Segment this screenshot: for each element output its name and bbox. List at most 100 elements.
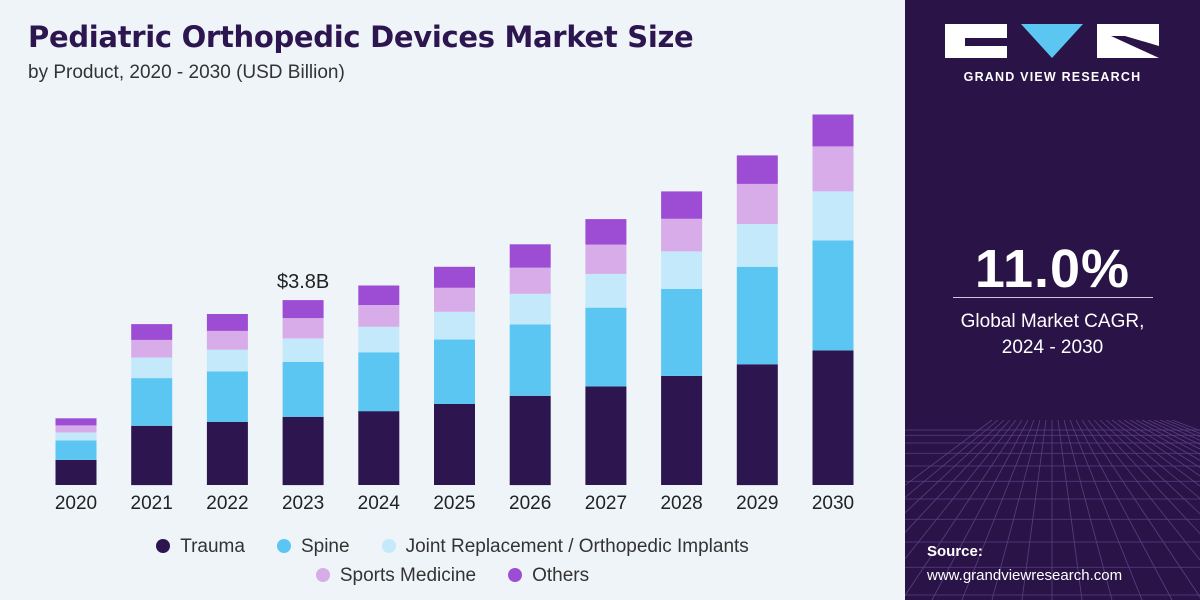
grid-line (1123, 420, 1200, 468)
bar-segment-2022-1 (206, 371, 248, 422)
cagr-label-line1: Global Market CAGR, (960, 311, 1145, 332)
sidebar-panel: GRAND VIEW RESEARCH 11.0% Global Market … (905, 0, 1200, 600)
bar-segment-2026-1 (509, 324, 551, 396)
grid-line (1093, 420, 1200, 535)
cagr-label: Global Market CAGR, 2024 - 2030 (905, 309, 1200, 361)
grid-line (905, 420, 1023, 597)
grid-line (1081, 420, 1200, 598)
x-tick-label: 2027 (585, 493, 627, 514)
x-tick-label: 2022 (206, 493, 248, 514)
grid-line (905, 420, 993, 486)
bar-segment-2022-3 (206, 330, 248, 350)
bar-segment-2021-4 (131, 324, 173, 340)
grid-line (1021, 420, 1047, 600)
bar-segment-2023-2 (282, 338, 324, 362)
bar-segment-2025-1 (434, 339, 475, 404)
bar-segment-2024-3 (358, 305, 400, 327)
cagr-label-line2: 2024 - 2030 (1001, 337, 1104, 358)
legend-label: Others (532, 565, 590, 586)
brand-name: GRAND VIEW RESEARCH (963, 70, 1142, 84)
x-tick-label: 2023 (282, 493, 324, 514)
legend-item: Joint Replacement / Orthopedic Implants (381, 536, 749, 558)
grid-line (905, 420, 1011, 534)
x-tick-label: 2021 (131, 493, 173, 514)
bar-segment-2029-0 (736, 364, 778, 486)
grid-line (1147, 420, 1200, 445)
bar-segment-2022-2 (206, 349, 248, 372)
legend-label: Sports Medicine (339, 565, 477, 586)
bar-segment-2023-4 (282, 300, 324, 319)
bar-segment-2025-2 (434, 311, 475, 340)
bar-segment-2024-4 (358, 285, 400, 305)
bar-segment-2029-3 (736, 183, 778, 224)
legend-label: Joint Replacement / Orthopedic Implants (405, 536, 749, 557)
legend-row: Trauma Spine Joint Replacement / Orthopedi… (0, 536, 905, 565)
grid-line (1069, 420, 1143, 600)
bar-segment-2025-0 (434, 404, 475, 485)
grid-line (931, 420, 1029, 600)
bar-segment-2030-4 (812, 114, 854, 147)
bar-segment-2024-1 (358, 352, 400, 412)
divider (953, 297, 1153, 298)
legend-item: Sports Medicine (315, 565, 477, 587)
bar-segment-2028-4 (661, 191, 703, 219)
grid-decoration (905, 420, 1200, 600)
x-tick-label: 2020 (55, 493, 97, 514)
bar-segment-2022-4 (206, 314, 248, 331)
bar-segment-2030-0 (812, 350, 854, 485)
legend-swatch (315, 568, 330, 582)
bar-segment-2024-2 (358, 326, 400, 353)
bar-segment-2029-1 (736, 266, 778, 365)
stacked-bar-chart: 2020 2021 2022 $3.8B 2023 2024 2025 2026 2027 202… (55, 114, 854, 514)
bar-segment-2027-3 (585, 244, 627, 274)
legend-item: Spine (276, 536, 350, 558)
bar-segment-2026-2 (509, 293, 551, 325)
bar-segment-2027-4 (585, 219, 627, 245)
grid-line (1141, 420, 1200, 450)
legend-item: Trauma (156, 536, 245, 558)
bar-segment-2030-2 (812, 191, 854, 241)
gvr-logo-icon (945, 24, 1159, 58)
data-label: $3.8B (277, 271, 329, 293)
grid-line (991, 420, 1041, 600)
bar-segment-2030-3 (812, 146, 854, 192)
legend-swatch (156, 539, 171, 553)
x-tick-label: 2029 (736, 493, 778, 514)
grid-line (1117, 420, 1200, 477)
legend-swatch (381, 539, 396, 553)
x-tick-label: 2030 (812, 493, 854, 514)
bar-segment-2020-2 (55, 432, 97, 441)
bar-segment-2021-0 (131, 425, 173, 486)
bar-segment-2025-4 (434, 266, 475, 288)
grid-line (1099, 420, 1200, 515)
bar-segment-2023-3 (282, 318, 324, 339)
source-url[interactable]: www.grandviewresearch.com (927, 567, 1123, 584)
grid-line (1075, 420, 1173, 600)
grid-line (905, 420, 1005, 514)
bar-segment-2021-2 (131, 357, 173, 379)
bar-segment-2026-4 (509, 244, 551, 268)
bar-segment-2027-1 (585, 307, 627, 387)
legend-item: Others (508, 565, 589, 587)
chart-panel: Pediatric Orthopedic Devices Market Size… (0, 20, 905, 594)
bar-segment-2027-0 (585, 386, 627, 485)
grid-line (1057, 420, 1083, 600)
bar-segment-2030-1 (812, 240, 854, 351)
legend-swatch (508, 568, 523, 582)
bar-segment-2029-4 (736, 155, 778, 184)
chart-legend: Trauma Spine Joint Replacement / Orthopedi… (0, 536, 905, 594)
bar-segment-2020-0 (55, 459, 97, 485)
grid-line (1063, 420, 1113, 600)
bar-segment-2024-0 (358, 411, 400, 485)
bar-segment-2029-2 (736, 224, 778, 267)
grid-line (1105, 420, 1200, 499)
bar-segment-2026-0 (509, 395, 551, 486)
bar-segment-2028-2 (661, 251, 703, 289)
bar-segment-2028-0 (661, 375, 703, 485)
bar-segment-2028-1 (661, 288, 703, 376)
source-label: Source: (927, 543, 983, 560)
bar-segment-2021-1 (131, 378, 173, 426)
x-tick-label: 2024 (358, 493, 401, 514)
grid-line (905, 420, 999, 499)
chart-subtitle: by Product, 2020 - 2030 (USD Billion) (28, 62, 345, 83)
